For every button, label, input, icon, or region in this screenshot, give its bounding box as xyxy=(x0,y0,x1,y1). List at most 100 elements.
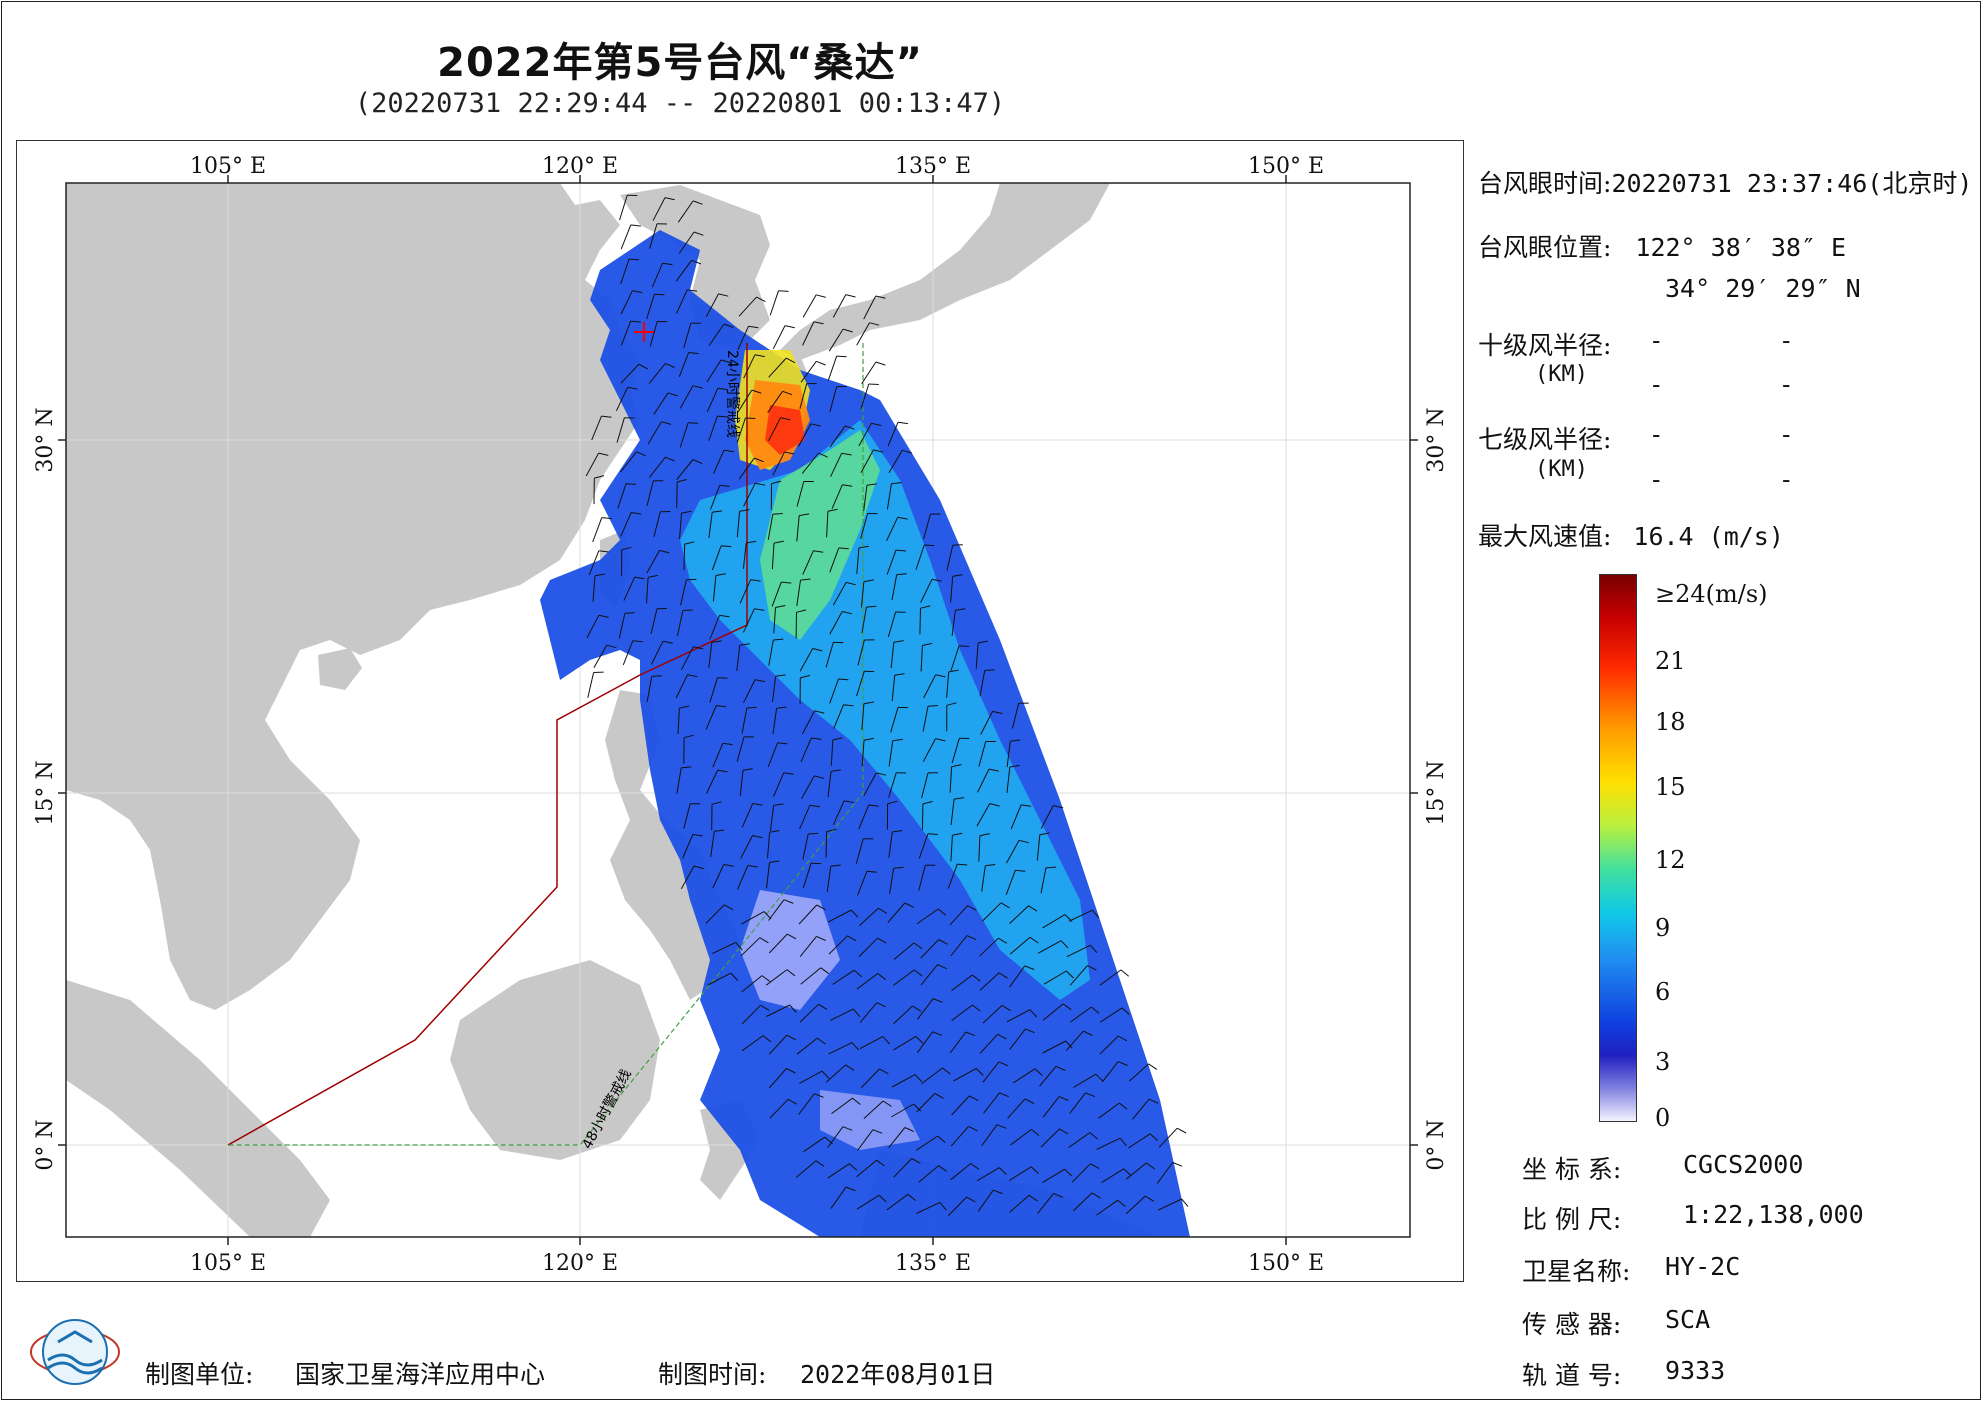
wind-barb xyxy=(592,517,603,543)
wind-barb xyxy=(1071,1163,1091,1183)
wind-barb xyxy=(1040,805,1054,829)
wind-barb-flag xyxy=(752,803,763,806)
wind-barb xyxy=(741,911,765,925)
wind-barb xyxy=(982,1005,1003,1024)
wind-barb xyxy=(893,942,915,960)
wind-barb-flag xyxy=(985,864,996,867)
wind-barb-flag xyxy=(942,1067,951,1075)
wind-barb-flag xyxy=(1034,1068,1043,1076)
wind-barb xyxy=(857,1129,874,1151)
wind-barb xyxy=(769,290,779,316)
wind-barb-flag xyxy=(714,829,725,832)
colorbar-label-21: 21 xyxy=(1655,647,1686,675)
wind-barb xyxy=(799,383,808,409)
wind-barb-flag xyxy=(816,294,826,298)
wind-barb xyxy=(856,1159,877,1178)
wind-barb-flag xyxy=(799,513,810,517)
wind-barb xyxy=(980,711,993,735)
wind-barb xyxy=(918,865,926,891)
wind-barb-flag xyxy=(957,863,968,866)
lon-labels-bottom: 105° E 120° E 135° E 150° E xyxy=(190,1251,1324,1276)
wind-barb-flag xyxy=(902,449,913,454)
wind-barb xyxy=(950,799,955,825)
lat-label-left-0: 0° N xyxy=(33,1119,58,1170)
wind-barb xyxy=(1066,944,1091,958)
wind-barb xyxy=(676,459,694,481)
wind-barb-flag xyxy=(818,1003,828,1010)
wind-barb xyxy=(888,740,894,767)
wind-barb-flag xyxy=(717,769,728,773)
wind-barb-flag xyxy=(858,545,869,549)
wind-barb xyxy=(861,607,867,633)
wind-barb-flag xyxy=(1055,1065,1066,1071)
wind-barb-flag xyxy=(1119,1102,1128,1110)
wind-barb-flag xyxy=(787,1098,798,1105)
wind-barb-flag xyxy=(627,386,638,390)
wind-barb xyxy=(768,1034,788,1055)
wind-barb xyxy=(802,550,814,575)
wind-barb-flag xyxy=(872,1129,883,1134)
wind-barb-flag xyxy=(866,870,877,873)
wind-barb xyxy=(863,772,877,796)
wind-barb xyxy=(1101,1168,1124,1184)
wind-barb-flag xyxy=(896,573,907,576)
wind-barb-flag xyxy=(679,705,690,709)
wind-barb-flag xyxy=(876,1159,885,1167)
wind-barb xyxy=(739,579,752,604)
colorbar-label-3: 3 xyxy=(1655,1048,1671,1076)
wind-barb xyxy=(977,768,990,793)
wind-barb xyxy=(976,803,991,827)
wind-barb-flag xyxy=(959,645,970,647)
wind-barb-flag xyxy=(1181,1198,1189,1207)
wind-barb xyxy=(738,296,757,317)
wind-barbs xyxy=(585,194,1189,1216)
wind-barb-flag xyxy=(1065,1040,1073,1049)
wind-barb-flag xyxy=(849,1163,858,1171)
wind-barb xyxy=(682,834,694,859)
wind-barb xyxy=(825,1064,847,1083)
swath-red xyxy=(765,405,805,455)
wind-barb-flag xyxy=(922,642,933,646)
wind-barb-flag xyxy=(875,361,886,366)
eye-time-label: 台风眼时间: xyxy=(1478,169,1612,198)
wind-barb-flag xyxy=(813,321,824,325)
lon-label-bottom-135: 135° E xyxy=(895,1251,971,1276)
wind-barb-flag xyxy=(784,451,795,455)
wind-barb xyxy=(951,610,956,636)
lon-label-top-135: 135° E xyxy=(895,154,971,179)
wind-barb xyxy=(1069,965,1088,986)
wind-barb xyxy=(620,451,637,473)
wind-barb-flag xyxy=(1018,839,1029,844)
wind-barb-flag xyxy=(1119,1137,1127,1147)
wind-barb xyxy=(1128,1133,1151,1149)
wind-barb-flag xyxy=(815,1160,825,1167)
wind-barb-flag xyxy=(877,937,887,944)
wind-barb-flag xyxy=(667,392,678,397)
wind-barb xyxy=(800,967,822,985)
wind-barb xyxy=(677,200,694,223)
wind-barb-flag xyxy=(719,484,730,487)
orbit-value: 9333 xyxy=(1665,1356,1726,1385)
wind-barb-flag xyxy=(1118,1035,1128,1042)
r10-label: 十级风半径: xyxy=(1478,331,1612,360)
wind-barb-flag xyxy=(786,969,796,977)
line-48h xyxy=(228,343,864,1146)
wind-barb xyxy=(796,481,805,507)
wind-barb xyxy=(949,1031,967,1054)
wind-barb-flag xyxy=(756,296,766,303)
wind-barb-flag xyxy=(681,510,692,514)
time-range: (20220731 22:29:44 -- 20220801 00:13:47) xyxy=(354,88,1006,119)
wind-barb-flag xyxy=(1028,1194,1038,1202)
wind-barb-flag xyxy=(747,865,758,868)
wind-barb-flag xyxy=(924,544,935,547)
wind-barb-flag xyxy=(659,549,670,554)
wind-barb-flag xyxy=(878,907,888,914)
wind-barb xyxy=(953,1067,977,1082)
wind-barb-flag xyxy=(800,674,811,679)
wind-barb xyxy=(946,671,950,698)
wind-barb-flag xyxy=(601,517,612,520)
wind-barb xyxy=(891,675,896,702)
wind-barb-flag xyxy=(893,640,904,643)
wind-barb-flag xyxy=(937,908,947,916)
swath-lowwind xyxy=(740,890,840,1010)
